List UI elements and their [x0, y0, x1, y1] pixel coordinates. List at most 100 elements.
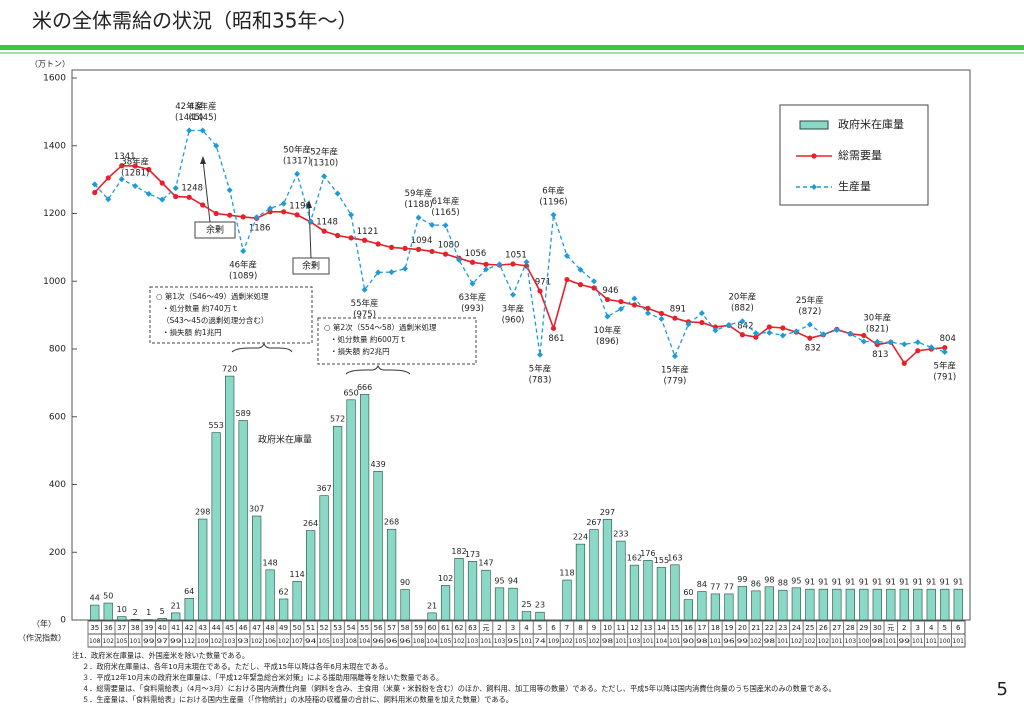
value-label: 1051 [505, 250, 527, 260]
bar [319, 495, 329, 621]
disposal-text: ・損失額 約2兆円 [330, 346, 390, 356]
point [388, 244, 395, 250]
bar-label: 62 [279, 587, 289, 596]
crop-index: 101 [521, 637, 532, 645]
year-label: 59年産 [405, 188, 433, 199]
crop-index: 101 [642, 637, 653, 645]
point [806, 321, 813, 328]
y-tick-label: 1600 [43, 74, 66, 84]
bar [643, 560, 653, 621]
crop-index: 96 [386, 637, 397, 645]
bar-label: 91 [859, 578, 869, 587]
bar [292, 581, 302, 621]
point [348, 211, 355, 218]
point [577, 266, 584, 273]
bar-label: 224 [573, 533, 588, 542]
value-label: (1445) [189, 113, 217, 123]
brace [345, 364, 411, 375]
value-label: 946 [602, 286, 618, 296]
crop-index: 93 [237, 637, 248, 645]
y-tick-label: 400 [49, 480, 66, 490]
bar [90, 604, 100, 621]
y-tick-label: 600 [49, 412, 66, 422]
point [510, 261, 516, 267]
crop-index: 106 [264, 637, 275, 645]
point [415, 246, 422, 253]
arrow [202, 159, 211, 223]
note: ５．生産量は、「食料需給表」における国内生産量（「作物統計」の水陸稲の収穫量の合… [82, 695, 513, 704]
bar-label: 114 [289, 570, 304, 579]
point [429, 248, 435, 255]
value-label: (1196) [539, 197, 567, 207]
point [348, 235, 354, 241]
value-label: 971 [535, 278, 551, 288]
point [536, 351, 543, 358]
point [294, 170, 301, 177]
value-label: 804 [940, 334, 956, 344]
x-tick-label: 5 [538, 624, 542, 632]
crop-index: 102 [804, 637, 815, 645]
crop-index: 96 [723, 637, 734, 645]
disposal-text: ・処分数量 約600万ｔ [330, 334, 407, 344]
year-label: 3年産 [502, 303, 524, 314]
bar [521, 611, 532, 621]
bar-label: 264 [303, 519, 318, 528]
point [159, 180, 165, 186]
bar [683, 599, 694, 621]
crop-index: 102 [818, 637, 829, 645]
x-tick-label: 28 [846, 624, 855, 632]
header-rule-thin [0, 52, 1024, 54]
bar-label: 307 [249, 505, 264, 514]
value-label: (1089) [229, 272, 257, 282]
x-tick-label: 12 [630, 624, 639, 632]
point [658, 315, 665, 322]
bar-label: 5 [160, 607, 165, 616]
crop-index: 101 [669, 637, 680, 645]
bar [252, 515, 262, 621]
point [779, 332, 786, 339]
x-tick-label: 5 [943, 624, 947, 632]
bar [953, 588, 963, 621]
y-tick-label: 0 [60, 616, 66, 626]
bar [602, 519, 613, 621]
crop-index: 103 [224, 637, 235, 645]
bar-label: 44 [90, 594, 100, 603]
page-title: 米の全体需給の状況（昭和35年～） [32, 9, 357, 33]
value-label: 1248 [181, 184, 203, 194]
x-tick-label: 37 [117, 624, 126, 632]
disposal-box [149, 286, 313, 344]
x-tick-label: 18 [711, 624, 720, 632]
surplus-box [194, 221, 236, 239]
crop-index: 101 [831, 637, 842, 645]
y-tick-label: 200 [49, 548, 66, 558]
point [334, 190, 341, 197]
bar-label: 98 [764, 575, 774, 584]
point [604, 296, 611, 303]
bar-label: 21 [427, 601, 437, 610]
x-tick-label: 21 [751, 624, 760, 632]
bar [751, 590, 761, 621]
point [173, 193, 179, 200]
crop-index: 101 [912, 637, 923, 645]
bar-caption: 政府米在庫量 [258, 434, 312, 446]
x-tick-label: 19 [724, 624, 733, 632]
bar [697, 591, 707, 621]
x-tick-label: 8 [578, 624, 582, 632]
crop-index: 100 [858, 637, 869, 645]
bar [225, 375, 235, 621]
year-label: 20年産 [728, 292, 756, 303]
bar-label: 155 [654, 556, 669, 565]
bar [710, 593, 721, 621]
point [105, 175, 111, 181]
bar-label: 553 [209, 421, 224, 430]
point [429, 222, 436, 229]
bar [805, 588, 815, 621]
year-label: 61年産 [432, 196, 460, 207]
point [739, 332, 745, 338]
crop-index: 102 [251, 637, 262, 645]
crop-index: 107 [291, 637, 302, 645]
y-tick-label: 800 [49, 345, 66, 355]
x-tick-label: 49 [279, 624, 288, 632]
x-tick-label: 9 [592, 624, 596, 632]
